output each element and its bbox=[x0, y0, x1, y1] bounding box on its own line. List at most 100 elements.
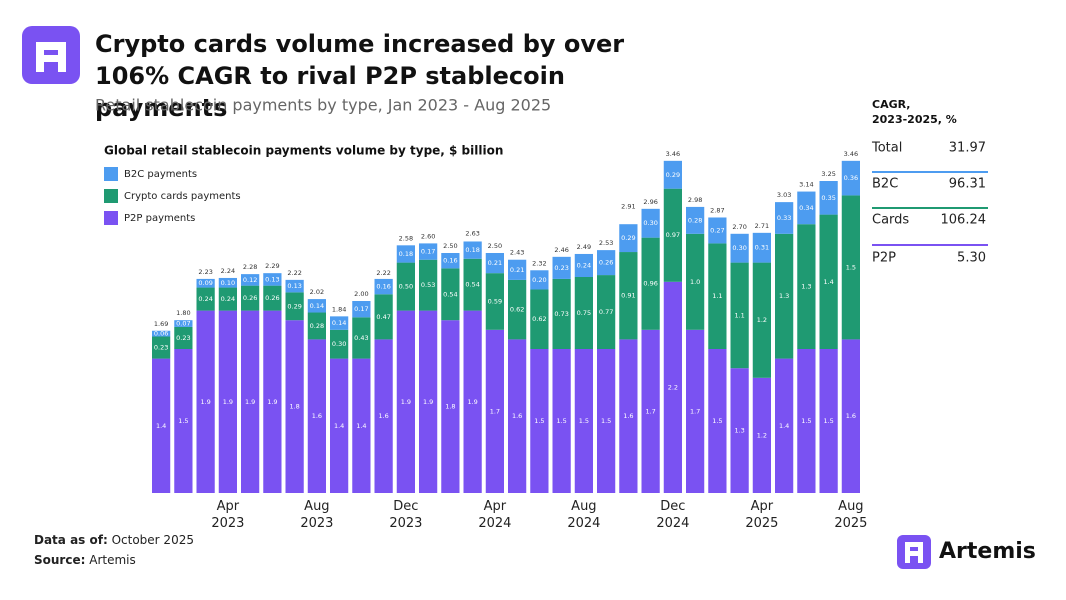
bar-segment bbox=[352, 358, 371, 493]
total-label: 2.28 bbox=[243, 263, 257, 271]
total-label: 2.98 bbox=[688, 196, 702, 204]
value-label: 1.9 bbox=[401, 398, 411, 406]
bar-segment bbox=[307, 312, 326, 340]
bar-segment bbox=[686, 329, 705, 493]
bar-segment bbox=[285, 292, 304, 321]
bar-segment bbox=[597, 349, 616, 493]
value-label: 1.4 bbox=[779, 422, 789, 430]
bar-segment bbox=[574, 277, 593, 349]
bar-segment bbox=[218, 277, 237, 288]
value-label: 1.9 bbox=[423, 398, 433, 406]
value-label: 1.7 bbox=[490, 407, 500, 415]
bar-segment bbox=[752, 377, 771, 493]
value-label: 1.9 bbox=[223, 398, 233, 406]
bar-segment bbox=[174, 320, 193, 327]
bar-segment bbox=[775, 358, 794, 493]
value-label: 1.5 bbox=[579, 417, 589, 425]
bar-segment bbox=[752, 232, 771, 263]
value-label: 1.5 bbox=[534, 417, 544, 425]
value-label: 0.62 bbox=[510, 306, 524, 314]
value-label: 0.36 bbox=[844, 174, 858, 182]
x-tick-label: Apr 2024 bbox=[478, 499, 512, 531]
bar-segment bbox=[152, 358, 171, 493]
legend-swatch bbox=[104, 189, 118, 203]
bar-segment bbox=[730, 262, 749, 369]
bar-segment bbox=[797, 191, 816, 225]
bar-segment bbox=[841, 339, 860, 493]
total-label: 2.58 bbox=[399, 234, 413, 242]
value-label: 0.21 bbox=[510, 266, 524, 274]
bar-segment bbox=[663, 281, 682, 493]
total-label: 2.43 bbox=[510, 249, 524, 257]
bar-segment bbox=[152, 330, 171, 337]
value-label: 1.4 bbox=[823, 278, 833, 286]
bar-segment bbox=[775, 233, 794, 359]
bar-segment bbox=[485, 273, 504, 330]
legend-label: P2P payments bbox=[124, 213, 195, 224]
bar-segment bbox=[241, 274, 260, 286]
title: Crypto cards volume increased by over 106… bbox=[95, 30, 624, 122]
total-label: 3.46 bbox=[844, 150, 858, 158]
value-label: 0.91 bbox=[621, 292, 635, 300]
bar-segment bbox=[619, 252, 638, 340]
x-tick-label: Apr 2025 bbox=[745, 499, 779, 531]
value-label: 1.9 bbox=[245, 398, 255, 406]
value-label: 0.73 bbox=[554, 310, 568, 318]
value-label: 0.09 bbox=[198, 279, 212, 287]
bar-segment bbox=[441, 320, 460, 493]
value-label: 1.5 bbox=[556, 417, 566, 425]
value-label: 1.3 bbox=[734, 427, 744, 435]
bar-segment bbox=[441, 253, 460, 269]
total-label: 2.29 bbox=[265, 262, 279, 270]
table-label: Total bbox=[871, 141, 902, 156]
value-label: 0.29 bbox=[287, 302, 301, 310]
bar-segment bbox=[797, 349, 816, 493]
value-label: 0.07 bbox=[176, 320, 190, 328]
bar-segment bbox=[285, 279, 304, 293]
value-label: 2.2 bbox=[668, 383, 678, 391]
bar-segment bbox=[463, 241, 482, 259]
x-tick-label: Apr 2023 bbox=[211, 499, 245, 531]
bar-segment bbox=[708, 243, 727, 349]
bar-segment bbox=[196, 310, 215, 493]
total-label: 2.50 bbox=[443, 242, 457, 250]
legend-swatch bbox=[104, 167, 118, 181]
value-label: 0.23 bbox=[154, 344, 168, 352]
value-label: 0.28 bbox=[688, 216, 702, 224]
value-label: 0.23 bbox=[554, 264, 568, 272]
bar-segment bbox=[597, 250, 616, 276]
total-label: 2.71 bbox=[755, 222, 769, 230]
label: Data as of: bbox=[34, 533, 108, 547]
bar-segment bbox=[152, 336, 171, 359]
bar-segment bbox=[552, 349, 571, 493]
bar-segment bbox=[530, 289, 549, 349]
value-label: 1.5 bbox=[801, 417, 811, 425]
logo-mark bbox=[36, 42, 66, 72]
bar-segment bbox=[686, 233, 705, 330]
value-label: 0.29 bbox=[621, 234, 635, 242]
bar-segment bbox=[307, 339, 326, 493]
value-label: 0.75 bbox=[577, 309, 591, 317]
bar-segment bbox=[419, 310, 438, 493]
value-label: 0.20 bbox=[532, 276, 546, 284]
total-label: 2.00 bbox=[354, 290, 368, 298]
total-label: 3.14 bbox=[799, 181, 813, 189]
total-label: 2.24 bbox=[221, 267, 235, 275]
value-label: 0.10 bbox=[221, 279, 235, 287]
bar-segment bbox=[218, 310, 237, 493]
bar-segment bbox=[263, 273, 282, 286]
bar-segment bbox=[530, 270, 549, 290]
bar-segment bbox=[419, 243, 438, 260]
total-label: 2.63 bbox=[465, 230, 479, 238]
bar-segment bbox=[841, 160, 860, 196]
value: October 2025 bbox=[111, 533, 194, 547]
value-label: 0.33 bbox=[777, 214, 791, 222]
bar-segment bbox=[574, 349, 593, 493]
total-label: 2.70 bbox=[732, 223, 746, 231]
total-label: 2.96 bbox=[643, 198, 657, 206]
value-label: 1.2 bbox=[757, 431, 767, 439]
table-value: 5.30 bbox=[957, 251, 986, 266]
total-label: 2.22 bbox=[376, 269, 390, 277]
value-label: 0.26 bbox=[599, 259, 613, 267]
total-label: 2.87 bbox=[710, 206, 724, 214]
